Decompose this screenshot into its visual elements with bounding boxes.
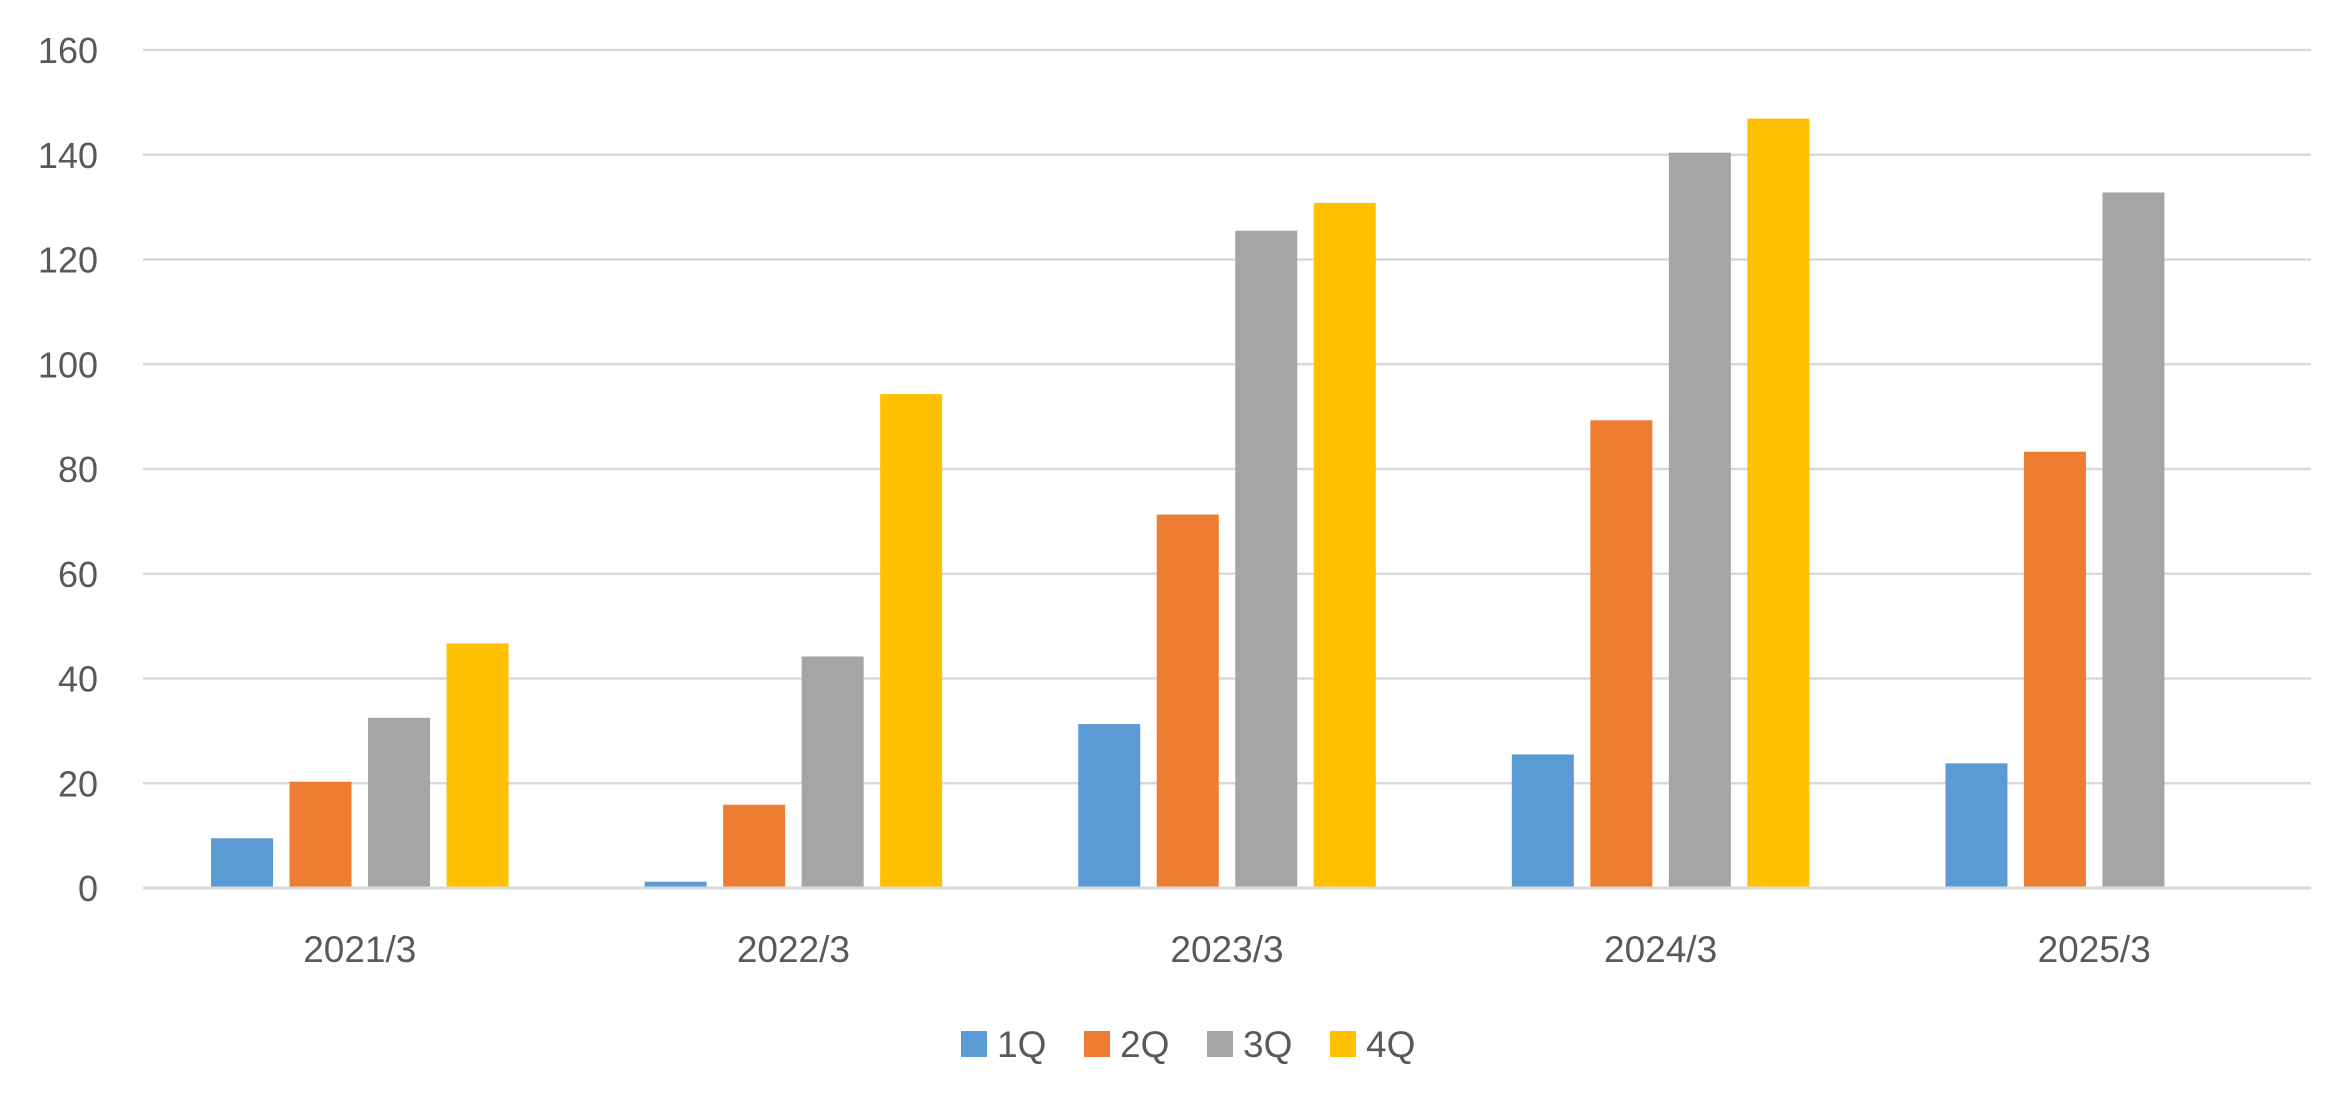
bar [1078,724,1141,888]
bars [211,118,2165,889]
legend-label: 3Q [1243,1024,1292,1065]
y-tick-label: 80 [58,449,98,490]
y-tick-label: 0 [78,868,98,909]
legend-swatch [1207,1031,1233,1057]
x-category-label: 2025/3 [2038,929,2151,970]
x-category-label: 2022/3 [737,929,850,970]
y-tick-label: 40 [58,659,98,700]
legend-label: 2Q [1120,1024,1169,1065]
bar [1313,202,1376,888]
legend-label: 1Q [997,1024,1046,1065]
bar [2023,451,2086,888]
bar [1235,230,1298,889]
y-tick-label: 20 [58,763,98,804]
x-axis-category-labels: 2021/3 2022/3 2023/3 2024/3 2025/3 [303,929,2151,970]
bar [289,781,352,888]
legend-swatch [1330,1031,1356,1057]
bar [1747,118,1810,888]
x-category-label: 2024/3 [1604,929,1717,970]
bar [880,394,943,888]
y-axis-tick-labels: 0 20 40 60 80 100 120 140 160 [38,30,98,909]
legend: 1Q 2Q 3Q 4Q [961,1024,1415,1065]
legend-swatch [961,1031,987,1057]
bar [801,656,864,888]
y-tick-label: 120 [38,240,98,281]
bar [1945,763,2008,888]
y-tick-label: 100 [38,344,98,385]
y-tick-label: 60 [58,554,98,595]
bar [211,838,274,888]
bar [1668,152,1731,888]
bar [723,804,786,888]
legend-label: 4Q [1366,1024,1415,1065]
bar [2102,192,2165,888]
bar [446,643,509,888]
x-category-label: 2021/3 [303,929,416,970]
x-category-label: 2023/3 [1170,929,1283,970]
bar [368,717,431,888]
bar [1590,420,1653,888]
y-tick-label: 140 [38,135,98,176]
bar [1511,754,1574,888]
bar [1156,514,1219,888]
y-tick-label: 160 [38,30,98,71]
legend-swatch [1084,1031,1110,1057]
bar [644,881,707,888]
